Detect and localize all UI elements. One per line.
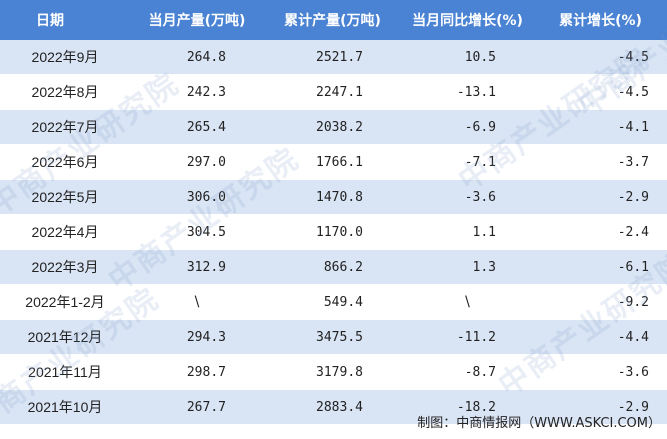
monthly-yoy-growth-cell: -8.7 — [401, 354, 534, 390]
date-cell: 2021年10月 — [0, 389, 130, 425]
cumulative-output-cell: 2883.4 — [264, 389, 401, 425]
header-cumulative-growth: 累计增长(%) — [534, 0, 667, 40]
cumulative-growth-cell: -4.5 — [534, 74, 667, 110]
cumulative-output-cell: 1470.8 — [264, 179, 401, 215]
table-row: 2022年1-2月 \ 549.4 \ -9.2 — [0, 284, 667, 320]
date-cell: 2022年8月 — [0, 74, 130, 110]
date-cell: 2022年9月 — [0, 40, 130, 75]
cumulative-growth-cell: -2.9 — [534, 179, 667, 215]
monthly-yoy-growth-cell: 10.5 — [401, 40, 534, 75]
cumulative-output-cell: 1170.0 — [264, 214, 401, 250]
cumulative-output-cell: 2038.2 — [264, 109, 401, 145]
cumulative-output-cell: 2247.1 — [264, 74, 401, 110]
monthly-output-cell: 297.0 — [130, 144, 264, 180]
cumulative-growth-cell: -3.6 — [534, 354, 667, 390]
monthly-output-cell: \ — [130, 284, 264, 320]
cumulative-growth-cell: -2.4 — [534, 214, 667, 250]
header-row: 日期 当月产量(万吨) 累计产量(万吨) 当月同比增长(%) 累计增长(%) — [0, 0, 667, 40]
monthly-output-cell: 304.5 — [130, 214, 264, 250]
date-cell: 2022年4月 — [0, 214, 130, 250]
monthly-output-cell: 294.3 — [130, 319, 264, 355]
cumulative-output-cell: 2521.7 — [264, 40, 401, 75]
cumulative-growth-cell: -4.4 — [534, 319, 667, 355]
monthly-yoy-growth-cell: 1.1 — [401, 214, 534, 250]
cumulative-growth-cell: -3.7 — [534, 144, 667, 180]
date-cell: 2022年6月 — [0, 144, 130, 180]
monthly-yoy-growth-cell: -3.6 — [401, 179, 534, 215]
monthly-yoy-growth-cell: -11.2 — [401, 319, 534, 355]
monthly-output-cell: 267.7 — [130, 389, 264, 425]
date-cell: 2021年11月 — [0, 354, 130, 390]
date-cell: 2022年7月 — [0, 109, 130, 145]
header-cumulative-output: 累计产量(万吨) — [264, 0, 401, 40]
table-row: 2022年9月 264.8 2521.7 10.5 -4.5 — [0, 40, 667, 75]
cumulative-growth-cell: -4.5 — [534, 40, 667, 75]
monthly-yoy-growth-cell: \ — [401, 284, 534, 320]
table-row: 2021年11月 298.7 3179.8 -8.7 -3.6 — [0, 354, 667, 390]
table-row: 2022年4月 304.5 1170.0 1.1 -2.4 — [0, 214, 667, 250]
monthly-yoy-growth-cell: -6.9 — [401, 109, 534, 145]
table-row: 2021年10月 267.7 2883.4 -18.2 -2.9 — [0, 389, 667, 425]
date-cell: 2022年1-2月 — [0, 284, 130, 320]
monthly-output-cell: 298.7 — [130, 354, 264, 390]
monthly-output-cell: 312.9 — [130, 249, 264, 285]
production-table: 日期 当月产量(万吨) 累计产量(万吨) 当月同比增长(%) 累计增长(%) 2… — [0, 0, 667, 425]
header-monthly-yoy-growth: 当月同比增长(%) — [401, 0, 534, 40]
monthly-output-cell: 242.3 — [130, 74, 264, 110]
cumulative-output-cell: 3179.8 — [264, 354, 401, 390]
table-row: 2022年3月 312.9 866.2 1.3 -6.1 — [0, 249, 667, 285]
table-row: 2022年5月 306.0 1470.8 -3.6 -2.9 — [0, 179, 667, 215]
monthly-yoy-growth-cell: -18.2 — [401, 389, 534, 425]
monthly-yoy-growth-cell: 1.3 — [401, 249, 534, 285]
table-row: 2021年12月 294.3 3475.5 -11.2 -4.4 — [0, 319, 667, 355]
table-row: 2022年7月 265.4 2038.2 -6.9 -4.1 — [0, 109, 667, 145]
source-caption: 制图：中商情报网（WWW.ASKCI.COM） — [417, 416, 661, 431]
table-row: 2022年8月 242.3 2247.1 -13.1 -4.5 — [0, 74, 667, 110]
cumulative-output-cell: 549.4 — [264, 284, 401, 320]
cumulative-growth-cell: -2.9 — [534, 389, 667, 425]
monthly-output-cell: 306.0 — [130, 179, 264, 215]
monthly-yoy-growth-cell: -13.1 — [401, 74, 534, 110]
cumulative-growth-cell: -4.1 — [534, 109, 667, 145]
date-cell: 2022年3月 — [0, 249, 130, 285]
monthly-output-cell: 265.4 — [130, 109, 264, 145]
date-cell: 2022年5月 — [0, 179, 130, 215]
cumulative-growth-cell: -6.1 — [534, 249, 667, 285]
cumulative-growth-cell: -9.2 — [534, 284, 667, 320]
header-monthly-output: 当月产量(万吨) — [130, 0, 264, 40]
monthly-output-cell: 264.8 — [130, 40, 264, 75]
monthly-yoy-growth-cell: -7.1 — [401, 144, 534, 180]
cumulative-output-cell: 3475.5 — [264, 319, 401, 355]
date-cell: 2021年12月 — [0, 319, 130, 355]
cumulative-output-cell: 866.2 — [264, 249, 401, 285]
cumulative-output-cell: 1766.1 — [264, 144, 401, 180]
table-row: 2022年6月 297.0 1766.1 -7.1 -3.7 — [0, 144, 667, 180]
header-date: 日期 — [0, 0, 130, 40]
